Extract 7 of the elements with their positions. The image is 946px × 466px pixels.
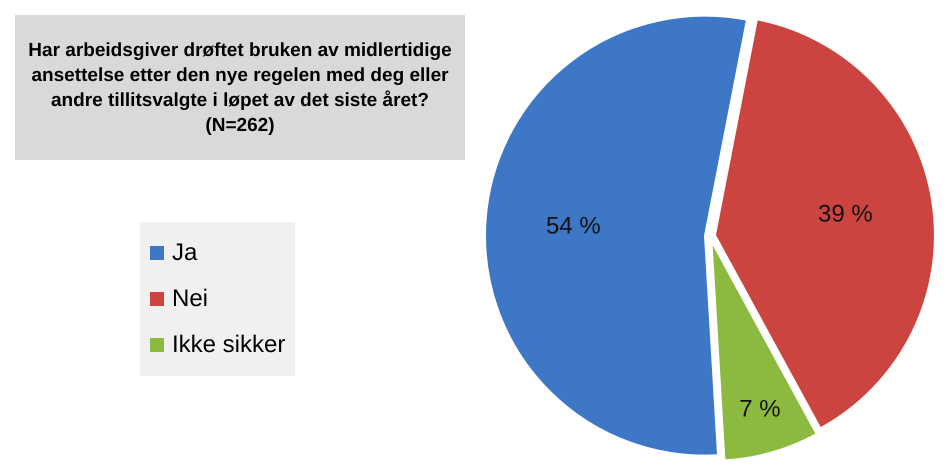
data-label: 54 % bbox=[546, 212, 601, 240]
legend-label: Nei bbox=[172, 285, 208, 313]
text: Har arbeidsgiver drøftet bruken av midlertidige ansettelse etter den nye regelen med deg eller andre tillitsvalgte i løpet av det siste året? (N=262) bbox=[15, 15, 465, 160]
legend-label: Ikke sikker bbox=[172, 331, 286, 359]
data-label: 39 % bbox=[818, 200, 873, 228]
legend-label: Ja bbox=[172, 239, 198, 267]
data-label: 7 % bbox=[739, 395, 781, 422]
